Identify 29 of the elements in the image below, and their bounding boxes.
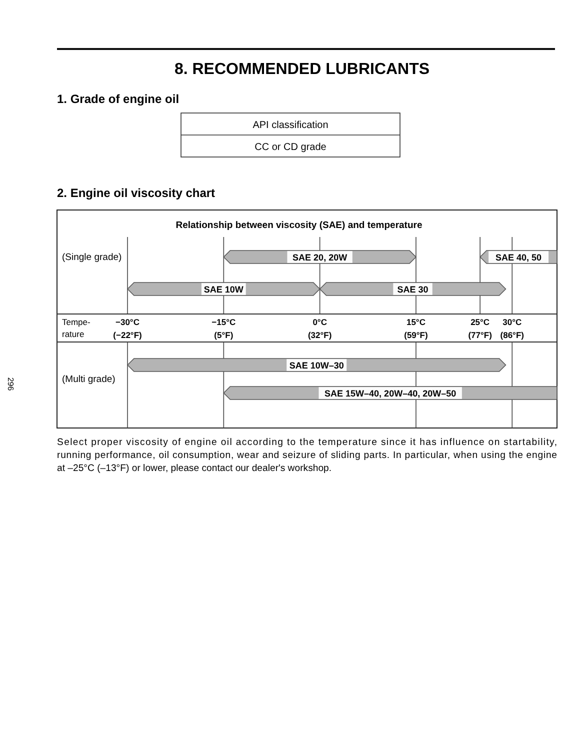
x2-tick-label: (77°F) — [468, 330, 492, 340]
text: 8. RECOMMENDED LUBRICANTS — [174, 61, 430, 78]
y-axis-title: (Single grade) — [62, 252, 122, 263]
x2-tick-label: (59°F) — [404, 330, 428, 340]
x-tick-label: 25°C — [470, 317, 490, 327]
x2-tick-label: (5°F) — [214, 330, 234, 340]
x2-tick-label: (−22°F) — [113, 330, 142, 340]
series-label: SAE 20, 20W — [292, 252, 348, 262]
text: API classification — [252, 120, 328, 131]
text: Select proper viscosity of engine oil according to the temperature since it has influence on startability, running performance, oil consumption, wear and seizure of sliding parts. In particular, when using the engine at –25°C (–13°F) or lower, please contact our dealer's workshop. — [57, 437, 557, 474]
x-tick-label: 30°C — [502, 317, 522, 327]
text: 1. Grade of engine oil — [57, 92, 180, 106]
x-tick-label: −30°C — [116, 317, 140, 327]
x2-tick-label: (86°F) — [500, 330, 524, 340]
series-label: SAE 15W–40, 20W–40, 20W–50 — [324, 388, 456, 398]
series-label: SAE 10W–30 — [289, 360, 344, 370]
chart-title: Relationship between viscosity (SAE) and temperature — [176, 220, 422, 231]
text: 296 — [6, 377, 15, 392]
series-label: SAE 10W — [204, 284, 244, 294]
y-axis-title: (Multi grade) — [62, 374, 116, 385]
series-label: SAE 30 — [397, 284, 428, 294]
series-label: SAE 40, 50 — [496, 252, 542, 262]
x2-tick-label: (32°F) — [308, 330, 332, 340]
text: CC or CD grade — [254, 142, 327, 153]
text: 2. Engine oil viscosity chart — [57, 186, 216, 200]
x-tick-label: 0°C — [312, 317, 327, 327]
x-tick-label: 15°C — [406, 317, 426, 327]
x-tick-label: −15°C — [212, 317, 236, 327]
x-axis-title: Tempe- rature — [62, 317, 91, 339]
